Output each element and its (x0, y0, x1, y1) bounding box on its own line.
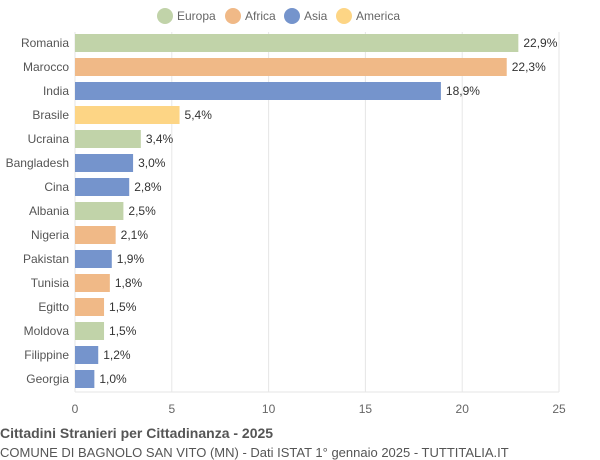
bar-chart: 0 5 10 15 20 25 Europa Africa Asia America Romania… (6, 8, 566, 416)
bar (75, 274, 110, 292)
legend-label: America (356, 9, 400, 23)
data-label: 1,9% (117, 252, 145, 266)
legend-label: Europa (177, 9, 216, 23)
bar (75, 178, 130, 196)
x-tick-label: 10 (262, 402, 276, 416)
category-label: Brasile (32, 108, 69, 122)
category-label: Romania (21, 36, 69, 50)
data-label: 18,9% (446, 84, 480, 98)
legend-marker (284, 8, 300, 24)
category-label: Moldova (24, 324, 70, 338)
x-tick-label: 0 (72, 402, 79, 416)
data-label: 2,8% (134, 180, 162, 194)
bar (75, 346, 99, 364)
bar (75, 82, 441, 100)
data-label: 2,5% (128, 204, 156, 218)
legend-marker (336, 8, 352, 24)
data-label: 1,2% (103, 348, 131, 362)
data-label: 1,8% (115, 276, 143, 290)
category-label: Ucraina (28, 132, 70, 146)
data-label: 1,5% (109, 300, 137, 314)
x-tick-label: 15 (359, 402, 373, 416)
category-label: India (43, 84, 69, 98)
bar (75, 370, 95, 388)
x-tick-label: 25 (552, 402, 566, 416)
bar (75, 34, 519, 52)
category-label: Egitto (38, 300, 69, 314)
bar (75, 154, 134, 172)
bar (75, 226, 116, 244)
bar (75, 250, 112, 268)
category-label: Georgia (26, 372, 69, 386)
category-label: Filippine (24, 348, 69, 362)
bar (75, 202, 124, 220)
bar (75, 106, 180, 124)
data-label: 1,0% (99, 372, 127, 386)
legend-marker (225, 8, 241, 24)
bar (75, 58, 507, 76)
category-label: Tunisia (31, 276, 70, 290)
bar (75, 130, 141, 148)
bar (75, 298, 105, 316)
legend-label: Asia (304, 9, 328, 23)
category-label: Cina (44, 180, 69, 194)
x-tick-label: 20 (456, 402, 470, 416)
x-tick-label: 5 (168, 402, 175, 416)
data-label: 2,1% (121, 228, 149, 242)
legend-marker (157, 8, 173, 24)
bar (75, 322, 105, 340)
data-label: 22,9% (523, 36, 557, 50)
data-label: 1,5% (109, 324, 137, 338)
category-label: Albania (29, 204, 69, 218)
data-label: 22,3% (512, 60, 546, 74)
category-label: Marocco (23, 60, 69, 74)
category-label: Nigeria (31, 228, 69, 242)
category-label: Bangladesh (6, 156, 69, 170)
data-label: 5,4% (185, 108, 213, 122)
data-label: 3,0% (138, 156, 166, 170)
category-label: Pakistan (23, 252, 69, 266)
data-label: 3,4% (146, 132, 174, 146)
chart-subtitle: COMUNE DI BAGNOLO SAN VITO (MN) - Dati I… (0, 445, 509, 460)
legend-label: Africa (245, 9, 276, 23)
chart-title: Cittadini Stranieri per Cittadinanza - 2… (0, 425, 274, 441)
